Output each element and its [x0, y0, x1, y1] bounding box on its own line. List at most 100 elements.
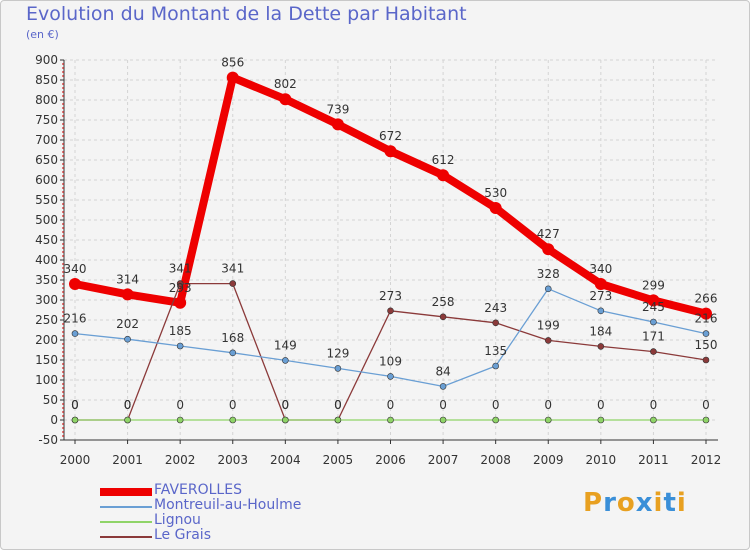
- x-tick-label: 2011: [638, 453, 669, 467]
- data-point: [542, 243, 555, 256]
- data-point: [544, 416, 552, 424]
- y-tick-label: 350: [35, 273, 58, 287]
- data-label: 341: [169, 262, 192, 276]
- y-tick-label: 50: [43, 393, 58, 407]
- data-label: 427: [537, 227, 560, 241]
- data-label: 273: [589, 289, 612, 303]
- y-tick-label: 200: [35, 333, 58, 347]
- data-point: [647, 294, 660, 307]
- data-label: 0: [387, 398, 395, 412]
- legend-label: Lignou: [154, 512, 201, 528]
- legend-swatch: [100, 536, 152, 538]
- data-label: 216: [64, 312, 87, 326]
- data-label: 0: [71, 398, 79, 412]
- data-point: [229, 280, 237, 287]
- legend-label: Montreuil-au-Houlme: [154, 497, 302, 513]
- y-tick-label: 700: [35, 133, 58, 147]
- data-label: 802: [274, 77, 297, 91]
- data-label: 340: [64, 262, 87, 276]
- data-point: [282, 416, 289, 424]
- y-tick-label: 0: [50, 413, 58, 427]
- data-label: 293: [169, 281, 192, 295]
- data-point: [384, 145, 397, 158]
- data-label: 243: [484, 301, 507, 315]
- data-label: 739: [326, 102, 349, 116]
- data-point: [650, 318, 657, 326]
- logo-letter: P: [583, 488, 604, 518]
- data-label: 84: [435, 364, 450, 378]
- data-label: 299: [642, 278, 665, 292]
- data-label: 314: [116, 272, 139, 286]
- logo-letter: r: [603, 488, 617, 518]
- data-label: 0: [650, 398, 658, 412]
- legend-label: Le Grais: [154, 527, 211, 543]
- data-label: 0: [334, 398, 342, 412]
- data-point: [334, 416, 342, 424]
- data-point: [282, 357, 289, 364]
- legend-swatch: [100, 488, 152, 496]
- data-point: [124, 335, 131, 343]
- y-tick-label: 100: [35, 373, 58, 387]
- data-label: 0: [71, 398, 79, 412]
- x-tick-label: 2006: [375, 453, 406, 467]
- legend-label: FAVEROLLES: [154, 482, 242, 498]
- y-tick-label: 150: [35, 353, 58, 367]
- data-label: 245: [642, 300, 665, 314]
- data-label: 199: [537, 318, 560, 332]
- data-label: 341: [221, 262, 244, 276]
- data-point: [69, 278, 81, 290]
- data-label: 150: [695, 338, 718, 352]
- data-label: 266: [695, 292, 718, 306]
- data-point: [124, 416, 131, 424]
- data-point: [597, 343, 605, 350]
- data-label: 109: [379, 354, 402, 368]
- data-label: 340: [589, 262, 612, 276]
- data-point: [544, 337, 552, 344]
- y-tick-label: 650: [35, 153, 58, 167]
- x-tick-label: 2000: [60, 453, 91, 467]
- data-point: [702, 416, 710, 424]
- y-tick-label: 800: [35, 93, 58, 107]
- data-point: [226, 71, 239, 84]
- data-label: 0: [124, 398, 132, 412]
- data-label: 129: [326, 346, 349, 360]
- data-label: 0: [544, 398, 552, 412]
- data-label: 530: [484, 186, 507, 200]
- data-point: [597, 416, 605, 424]
- data-point: [279, 93, 292, 106]
- data-label: 149: [274, 338, 297, 352]
- data-label: 0: [124, 398, 132, 412]
- data-label: 856: [221, 56, 244, 70]
- data-point: [439, 416, 447, 424]
- y-tick-label: 300: [35, 293, 58, 307]
- data-label: 0: [702, 398, 710, 412]
- data-label: 328: [537, 267, 560, 281]
- data-point: [597, 307, 605, 315]
- data-point: [229, 349, 237, 357]
- data-point: [702, 356, 710, 364]
- data-point: [700, 307, 712, 320]
- x-tick-label: 2009: [533, 453, 564, 467]
- data-label: 171: [642, 330, 665, 344]
- data-label: 185: [169, 324, 192, 338]
- legend-swatch: [100, 521, 152, 523]
- proxiti-logo: Proxiti: [583, 488, 687, 518]
- chart-title: Evolution du Montant de la Dette par Hab…: [26, 3, 467, 25]
- data-label: 0: [597, 398, 605, 412]
- data-point: [176, 416, 184, 424]
- logo-letter: i: [653, 488, 664, 518]
- data-labels: 340 314 293 856 802 739 672 612 530 427 340 299 266 2…: [64, 56, 718, 412]
- y-tick-label: 750: [35, 113, 58, 127]
- data-point: [71, 330, 79, 337]
- data-point: [492, 362, 499, 370]
- data-label: 0: [492, 398, 500, 412]
- data-point: [437, 169, 450, 182]
- x-tick-label: 2002: [165, 453, 196, 467]
- grid: [64, 59, 718, 441]
- data-point: [174, 296, 187, 309]
- data-point: [492, 319, 499, 327]
- x-tick-label: 2007: [428, 453, 459, 467]
- data-label: 0: [282, 398, 290, 412]
- y-tick-label: 850: [35, 73, 58, 87]
